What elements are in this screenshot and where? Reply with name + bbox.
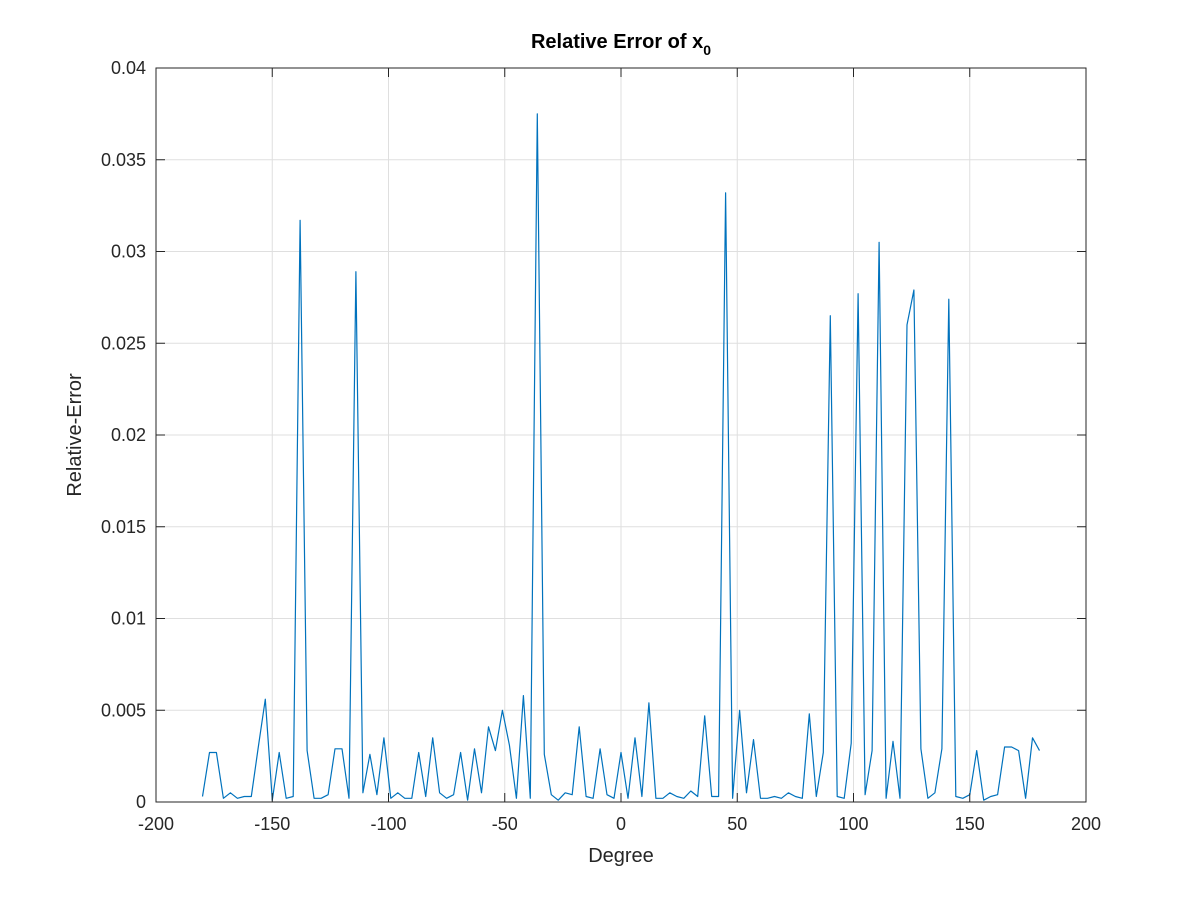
x-tick-label: -150 xyxy=(254,814,290,834)
ticks xyxy=(155,67,1087,803)
series-group xyxy=(201,113,1041,801)
x-tick-label: 0 xyxy=(616,814,626,834)
y-axis-label: Relative-Error xyxy=(64,373,86,497)
y-tick-labels: 0 0.005 0.01 0.015 0.02 0.025 0.03 0.035 0.04 xyxy=(101,58,146,812)
x-tick-label: -200 xyxy=(138,814,174,834)
chart-title-main: Relative Error of x xyxy=(531,31,703,53)
x-tick-label: 50 xyxy=(727,814,747,834)
y-tick-label: 0.02 xyxy=(111,425,146,445)
series-line xyxy=(201,113,1041,801)
x-tick-label: -100 xyxy=(370,814,406,834)
x-tick-labels: -200 -150 -100 -50 0 50 100 150 200 xyxy=(138,814,1101,834)
chart-title: Relative Error of x0 xyxy=(531,31,711,58)
y-tick-label: 0.025 xyxy=(101,333,146,353)
x-tick-label: 200 xyxy=(1071,814,1101,834)
x-tick-label: 150 xyxy=(955,814,985,834)
y-tick-label: 0 xyxy=(136,792,146,812)
x-tick-label: -50 xyxy=(492,814,518,834)
x-axis-label: Degree xyxy=(588,845,654,867)
x-tick-label: 100 xyxy=(838,814,868,834)
y-tick-label: 0.03 xyxy=(111,242,146,262)
chart-title-subscript: 0 xyxy=(703,42,711,58)
y-tick-label: 0.035 xyxy=(101,150,146,170)
y-tick-label: 0.005 xyxy=(101,700,146,720)
y-tick-label: 0.01 xyxy=(111,609,146,629)
y-tick-label: 0.04 xyxy=(111,58,146,78)
y-tick-label: 0.015 xyxy=(101,517,146,537)
grid xyxy=(155,67,1087,803)
